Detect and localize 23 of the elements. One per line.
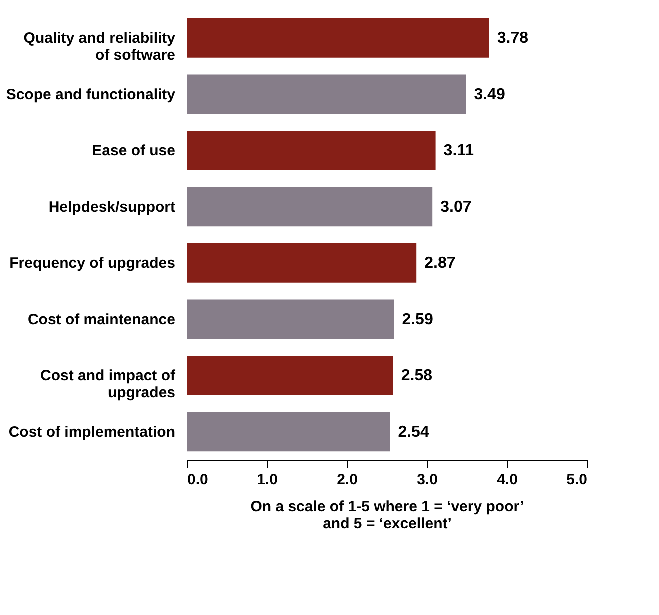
x-tick-label: 3.0 <box>417 472 438 488</box>
data-label: 2.87 <box>424 255 456 272</box>
x-tick-label: 5.0 <box>566 472 588 488</box>
y-tick-label: Cost of implementation <box>8 424 176 441</box>
data-label: 2.54 <box>398 424 430 441</box>
x-tick-label: 2.0 <box>337 472 358 488</box>
y-tick-label: Ease of use <box>92 142 176 160</box>
data-label: 2.58 <box>401 368 433 385</box>
y-tick-label: Scope and functionality <box>6 86 176 104</box>
data-label: 3.78 <box>497 30 529 48</box>
x-tick-label: 4.0 <box>497 472 518 488</box>
y-tick-label: Cost of maintenance <box>28 311 176 328</box>
y-tick-label: Quality and reliability of software <box>24 30 176 64</box>
x-axis-title: On a scale of 1-5 where 1 = ‘very poor’ and 5 = ‘excellent’ <box>250 498 524 532</box>
x-tick-label: 0.0 <box>188 472 208 488</box>
y-tick-label: Helpdesk/support <box>48 198 176 216</box>
x-tick-label: 1.0 <box>257 472 278 488</box>
data-label: 3.49 <box>474 86 506 104</box>
data-label: 3.11 <box>444 142 474 160</box>
y-tick-label: Cost and impact of upgrades <box>40 368 176 402</box>
y-tick-label: Frequency of upgrades <box>10 255 176 272</box>
data-label: 3.07 <box>440 198 472 216</box>
data-label: 2.59 <box>402 311 434 328</box>
